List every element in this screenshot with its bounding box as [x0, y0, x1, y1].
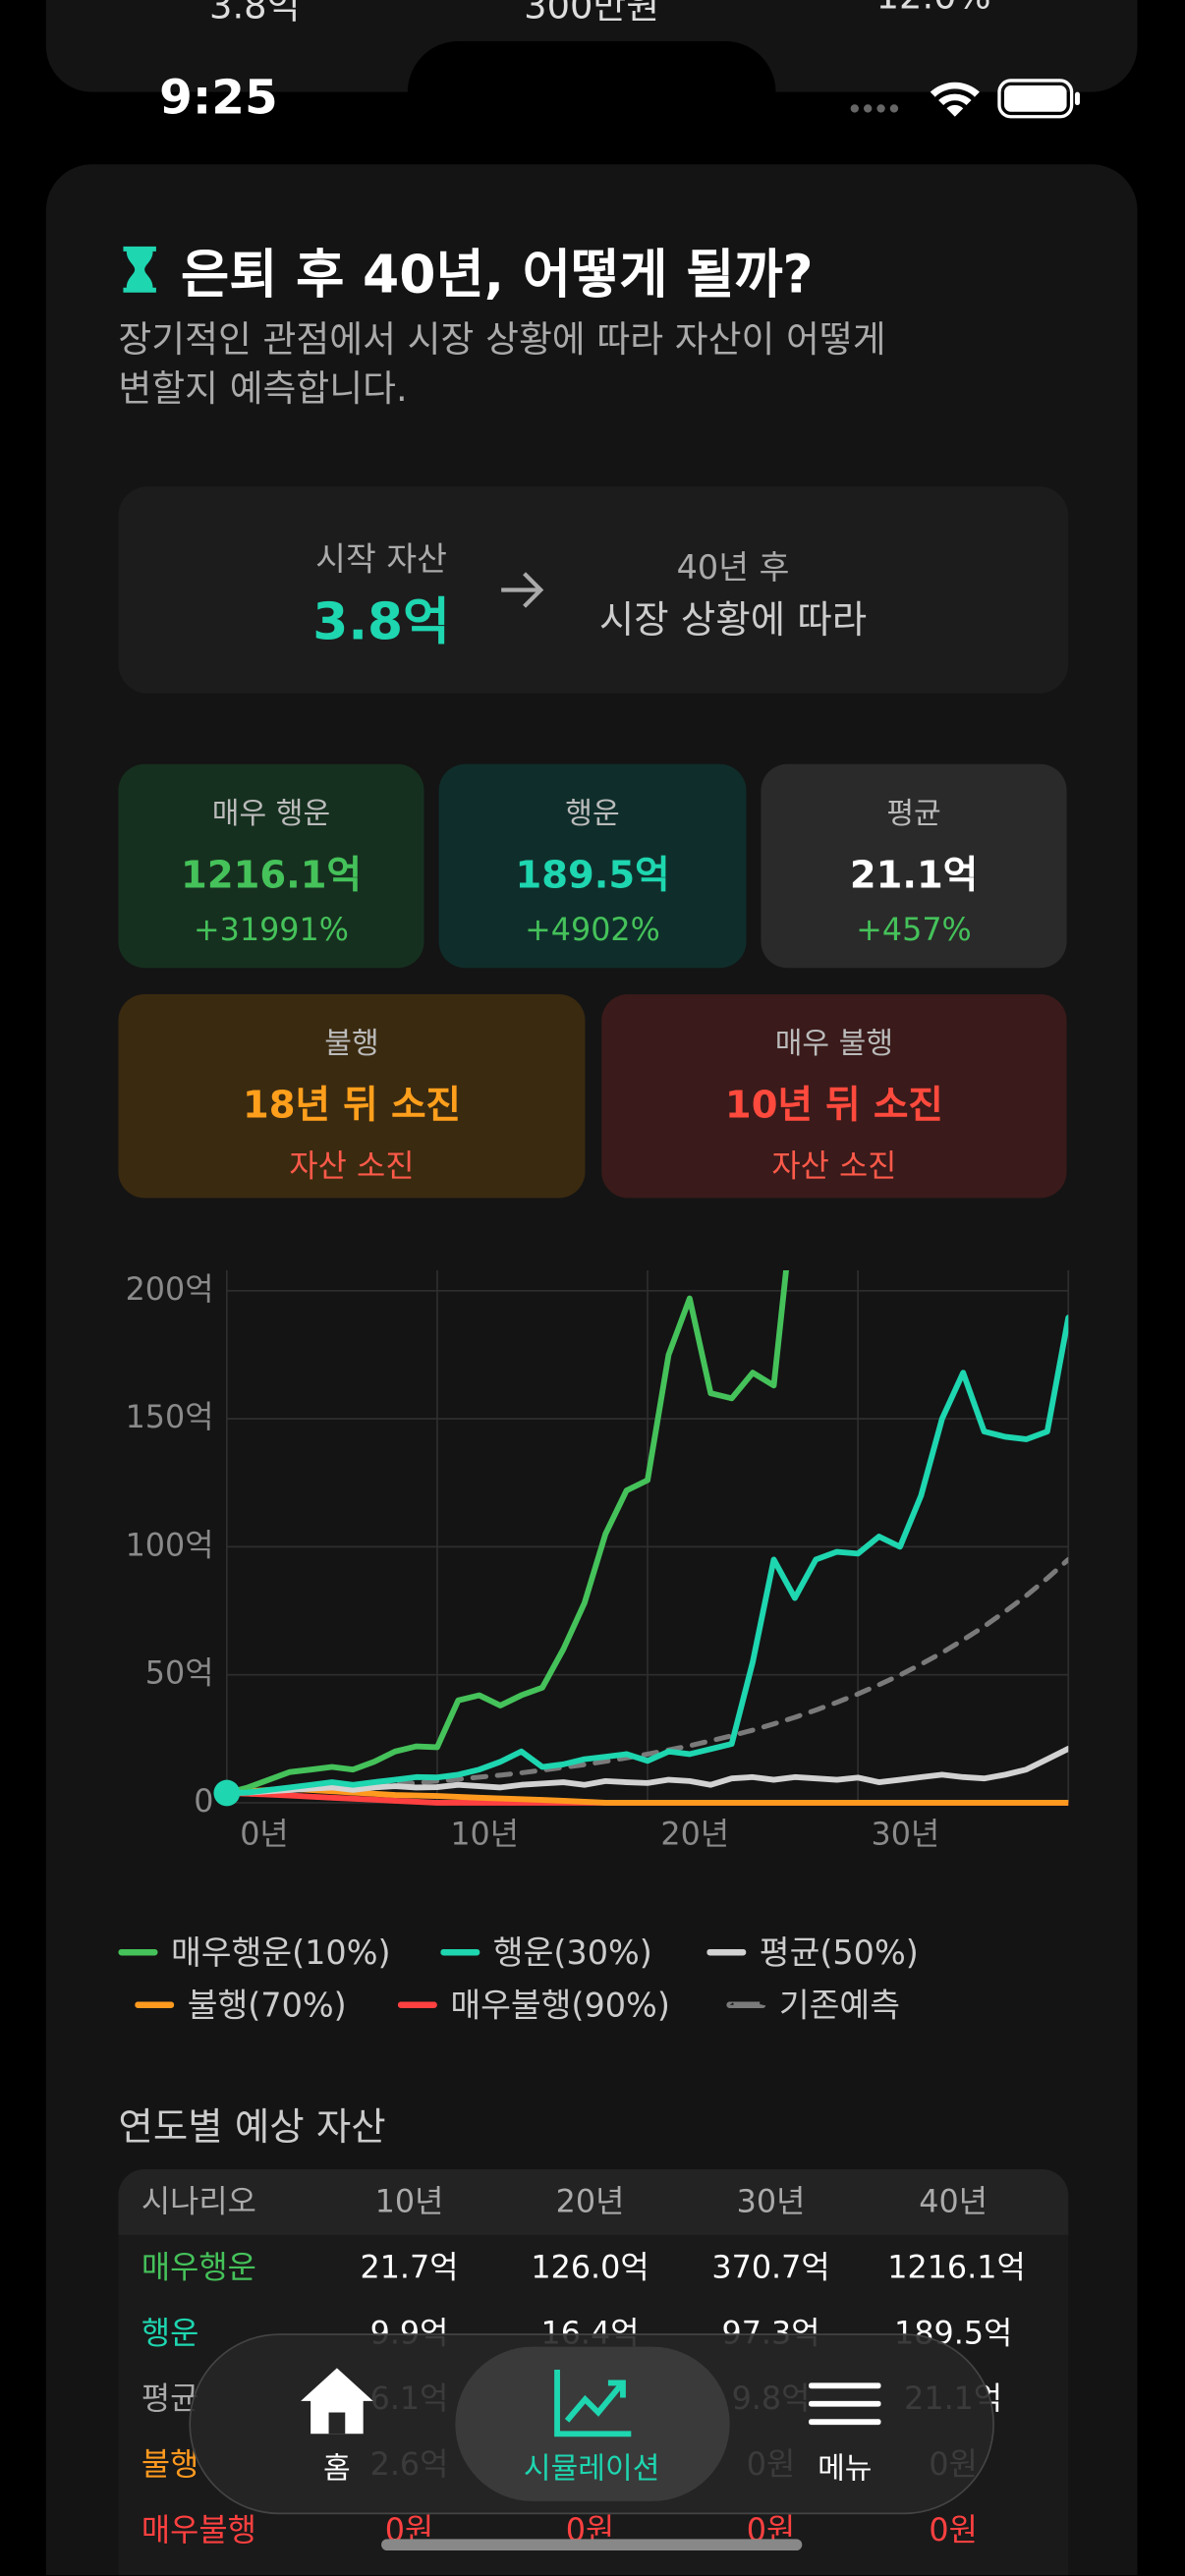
menu-icon[interactable] [808, 2380, 881, 2429]
scenario-amount: 21.1억 [849, 854, 979, 898]
x-tick-label: 20년 [660, 1817, 729, 1852]
legend-swatch [118, 1948, 158, 1956]
start-value: 3.8억 [312, 592, 450, 653]
name-cell: 불행 [141, 2446, 199, 2484]
tab-label[interactable]: 홈 [323, 2451, 351, 2487]
scenario-name: 불행 [324, 1027, 379, 1062]
start-label: 시작 자산 [315, 538, 447, 579]
scenario-change: 자산 소진 [771, 1148, 897, 1186]
series-line [223, 1269, 789, 1797]
table-row: 매우행운 21.7억 126.0억 370.7억 1216.1억 [118, 2235, 1068, 2301]
hourglass-icon [123, 246, 156, 293]
description: 장기적인 관점에서 시장 상황에 따라 자산이 어떻게 변할지 예측합니다. [118, 320, 886, 412]
home-indicator [381, 2539, 803, 2551]
table-title: 연도별 예상 자산 [118, 2106, 386, 2150]
value-cell: 0원 [929, 2512, 978, 2549]
legend-label: 기존예측 [778, 1985, 900, 2025]
y-tick-label: 100억 [126, 1528, 214, 1563]
status-icons [850, 79, 1080, 119]
legend-label: 매우불행(90%) [450, 1985, 670, 2025]
summary-card [118, 486, 1069, 694]
top-value: 300만원 [524, 0, 660, 28]
table-header: 시나리오 10년 20년 30년 40년 [118, 2168, 1069, 2235]
legend-swatch [706, 1948, 747, 1956]
y-tick-label: 0 [194, 1784, 213, 1820]
chart: 0 50억 100억 150억 200억 0년 10년 20년 30년 [126, 1269, 1070, 1852]
value-cell: 21.7억 [360, 2249, 459, 2286]
scenario-card: 매우 행운 1216.1억 +31991% [118, 763, 424, 969]
header-cell: 20년 [555, 2184, 625, 2220]
name-cell: 매우불행 [141, 2512, 256, 2549]
tab-label[interactable]: 시뮬레이션 [523, 2451, 660, 2487]
x-tick-label: 0년 [240, 1817, 288, 1852]
legend-label: 행운(30%) [492, 1932, 652, 1973]
x-tick-label: 10년 [450, 1817, 519, 1852]
header-cell: 40년 [919, 2184, 988, 2220]
header-cell: 10년 [374, 2184, 444, 2220]
series-line [224, 1556, 1069, 1796]
tab-label[interactable]: 메뉴 [818, 2451, 873, 2487]
legend-swatch [135, 2001, 175, 2009]
series-line [223, 1745, 1069, 1797]
active-tab-bg [455, 2346, 730, 2501]
scenario-amount: 1216.1억 [181, 854, 362, 898]
scenario-amount: 18년 뒤 소진 [242, 1084, 461, 1128]
dynamic-island [407, 40, 776, 143]
scenario-change: 자산 소진 [289, 1148, 415, 1186]
x-tick-label: 30년 [872, 1817, 940, 1852]
legend-label: 매우행운(10%) [170, 1932, 391, 1973]
scenario-name: 평균 [886, 797, 941, 832]
scenario-change: +31991% [194, 912, 349, 949]
scenario-amount: 189.5억 [515, 854, 670, 898]
name-cell: 매우행운 [141, 2249, 256, 2286]
scenario-card: 평균 21.1억 +457% [761, 763, 1067, 969]
top-value: 3.8억 [209, 0, 301, 28]
plot-area [223, 1269, 1069, 1806]
value-cell: 1216.1억 [887, 2249, 1026, 2286]
scenario-amount: 10년 뒤 소진 [724, 1084, 943, 1128]
y-tick-label: 150억 [126, 1400, 214, 1435]
top-value: 12.0% [818, 0, 1048, 18]
scenario-name: 매우 불행 [774, 1027, 894, 1062]
series-line [223, 1785, 1069, 1806]
clock: 9:25 [159, 69, 278, 126]
scenario-card: 행운 189.5억 +4902% [438, 763, 747, 969]
legend-label: 불행(70%) [187, 1985, 347, 2025]
arrow-icon [501, 572, 544, 608]
legend-label: 평균(50%) [759, 1932, 919, 1973]
chart-icon[interactable] [552, 2367, 635, 2439]
title: 은퇴 후 40년, 어떻게 될까? [180, 243, 814, 307]
scenario-name: 행운 [565, 797, 620, 832]
scenario-change: +457% [856, 912, 972, 949]
end-value: 시장 상황에 따라 [598, 599, 868, 644]
y-tick-label: 50억 [145, 1656, 214, 1692]
start-point [213, 1779, 241, 1807]
scenario-change: +4902% [525, 912, 660, 949]
header-cell: 30년 [736, 2184, 806, 2220]
value-cell: 370.7억 [711, 2249, 830, 2286]
name-cell: 행운 [141, 2315, 199, 2352]
end-label: 40년 후 [676, 547, 790, 588]
series-line [223, 1315, 1069, 1797]
value-cell: 126.0억 [531, 2249, 649, 2286]
home-icon[interactable] [296, 2363, 378, 2438]
header-cell: 시나리오 [141, 2184, 256, 2220]
legend-swatch [440, 1948, 480, 1956]
scenario-name: 매우 행운 [211, 797, 331, 832]
legend-swatch [726, 2001, 766, 2009]
legend-swatch [397, 2001, 437, 2009]
y-tick-label: 200억 [126, 1272, 214, 1308]
